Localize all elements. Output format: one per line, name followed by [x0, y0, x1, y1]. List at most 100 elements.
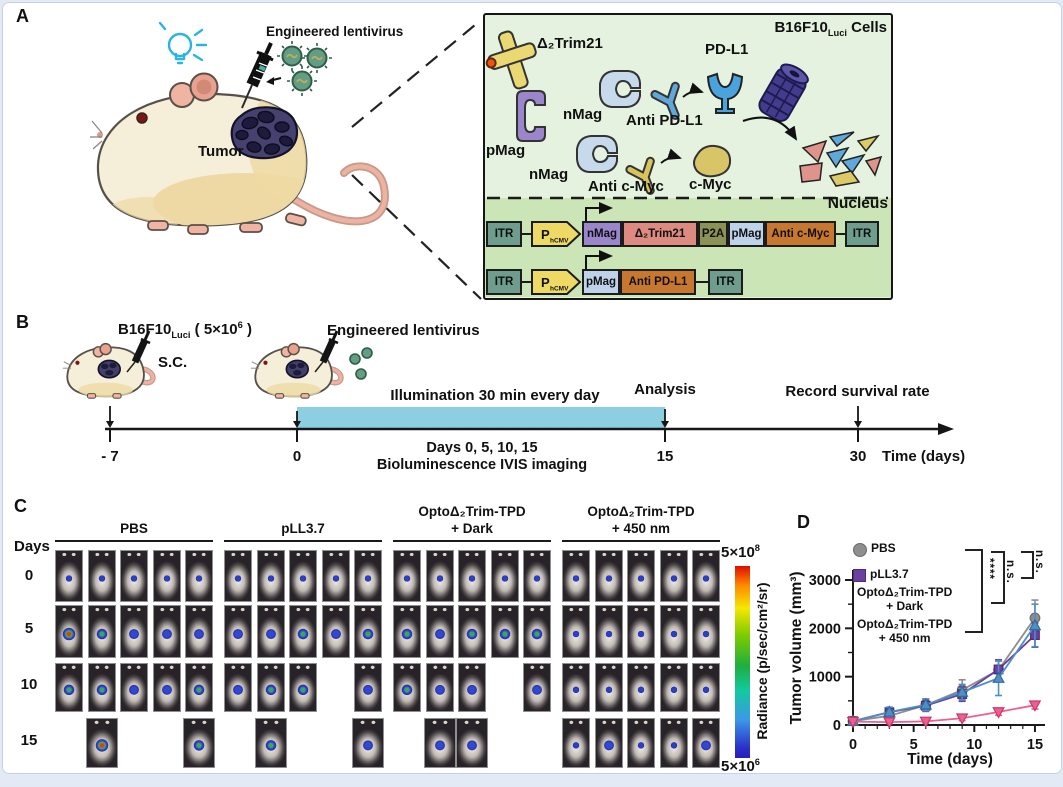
construct-box: Anti c-Myc	[765, 221, 836, 247]
x-tick-label: 15	[1027, 737, 1043, 753]
legend-item: OptoΔ₂Trim-TPD + 450 nm	[853, 617, 953, 646]
tick-label-15: 15	[656, 448, 674, 465]
construct-link	[522, 233, 531, 235]
tick-label-30: 30	[849, 448, 867, 465]
panel-b-label: B	[16, 312, 29, 332]
degraded-fragments-icons	[799, 131, 883, 187]
nmag-icon-top	[599, 70, 641, 108]
magnify-dash-lines	[351, 19, 482, 300]
significance-bracket-2	[991, 551, 1005, 604]
panel-a-illustration	[90, 19, 482, 300]
chart-axes	[852, 570, 1045, 726]
cell-inset-art	[485, 30, 888, 269]
colorbar-min-exp: 6	[754, 757, 760, 767]
y-tick-label: 3000	[809, 573, 841, 589]
b-cell-line-sub: Luci	[171, 330, 191, 340]
mouse-illustration	[90, 72, 389, 235]
analysis-label: Analysis	[634, 381, 696, 398]
reaction-arrows	[660, 82, 798, 164]
imaging-note-line2: Bioluminescence IVIS imaging	[376, 456, 588, 473]
panel-c-label: C	[14, 496, 27, 516]
days-label: Days	[14, 538, 50, 555]
marker-triangle-down	[919, 716, 933, 729]
b-axis-label: Time (days)	[882, 448, 966, 465]
nmag-icon-bottom	[576, 135, 618, 173]
cmyc-label: c-Myc	[689, 176, 732, 193]
b-dose-open: ( 5×10	[190, 321, 238, 338]
chart-ylabel: Tumor volume (mm³)	[788, 571, 806, 725]
tick-label-minus7: - 7	[101, 448, 119, 465]
marker-triangle-up	[883, 705, 896, 717]
construct-box: Anti PD-L1	[620, 269, 696, 295]
construct-box: ITR	[845, 221, 879, 247]
marker-triangle-up	[955, 685, 969, 697]
cmyc-icon	[693, 144, 732, 178]
series-triangle-down	[846, 700, 1042, 729]
nmag-bottom-label: nMag	[529, 166, 569, 183]
legend-label-line1: OptoΔ₂Trim-TPD	[857, 585, 953, 599]
pdl1-receptor-icon	[706, 72, 744, 114]
construct-link	[696, 281, 708, 283]
chart-xlabel: Time (days)	[907, 751, 993, 768]
significance-label-1: ****	[983, 558, 995, 580]
pdl1-label: PD-L1	[705, 41, 749, 58]
marker-triangle-down	[1028, 700, 1042, 712]
event-arrows	[106, 406, 862, 428]
construct-box: ITR	[708, 269, 743, 295]
trim21-label: Δ₂Trim21	[537, 35, 603, 52]
b-cell-line-base: B16F10	[118, 321, 172, 338]
legend-label-line1: OptoΔ₂Trim-TPD	[857, 617, 953, 631]
construct-link	[836, 233, 845, 235]
legend-item: PBS	[853, 541, 896, 557]
legend-label: OptoΔ₂Trim-TPD + Dark	[857, 585, 953, 614]
syringe-icon	[241, 42, 274, 109]
anti-cmyc-label: Anti c-Myc	[588, 178, 664, 195]
proteasome-icon	[758, 63, 809, 123]
marker-triangle-up	[919, 697, 933, 710]
legend-label: OptoΔ₂Trim-TPD + 450 nm	[857, 617, 953, 646]
svg-text:hCMV: hCMV	[550, 238, 569, 245]
panel-d-label: D	[797, 512, 810, 532]
timeline-ticks	[109, 429, 859, 442]
tumor-volume-chart: 0 1000 2000 3000 0 5 10 15 PBS pLL3.7 OptoΔ₂Trim-…	[795, 498, 1063, 787]
record-survival-label: Record survival rate	[785, 383, 930, 400]
cell-line-suffix: Cells	[846, 19, 887, 36]
marker-triangle-down	[955, 713, 969, 725]
b-lentivirus-label: Engineered lentivirus	[327, 322, 480, 339]
anti-cmyc-antibody-icon	[625, 156, 655, 195]
panel-b-timeline-art	[30, 330, 954, 442]
imaging-note: Days 0, 5, 10, 15 Bioluminescence IVIS i…	[352, 440, 612, 473]
construct-box: ITR	[486, 221, 522, 247]
light-bulb-icon	[158, 21, 208, 65]
syringe-icon-1	[126, 330, 151, 373]
significance-bracket-3	[1021, 551, 1034, 579]
colorbar-min-label: 5×106	[721, 757, 760, 775]
legend-label-line2: + Dark	[886, 598, 924, 613]
legend-marker-circle	[853, 543, 867, 557]
cell-line-sub: Luci	[827, 28, 847, 38]
y-tick-label: 1000	[809, 670, 841, 686]
b-dose-exp: 6	[237, 320, 243, 330]
marker-triangle-down	[846, 716, 860, 729]
nucleus-label: Nucleus	[827, 195, 888, 212]
sc-label: S.C.	[158, 354, 188, 371]
construct-link	[522, 281, 531, 283]
significance-label-2: n.s.	[1004, 560, 1016, 584]
construct-box: Δ₂Trim21	[622, 221, 698, 247]
legend-item: pLL3.7	[853, 567, 909, 582]
colorbar-max-label: 5×108	[721, 543, 760, 561]
b-cell-line-label: B16F10Luci ( 5×106 )	[118, 320, 252, 341]
significance-label-3: n.s.	[1033, 550, 1045, 574]
marker-triangle-down	[883, 717, 896, 729]
illumination-label: Illumination 30 min every day	[390, 387, 600, 404]
colorbar-max-exp: 8	[754, 543, 760, 553]
syringe-icon-2	[314, 330, 339, 373]
svg-text:hCMV: hCMV	[550, 286, 569, 293]
cell-line-base: B16F10	[774, 19, 828, 36]
svg-text:P: P	[541, 275, 550, 290]
construct-box: nMag	[582, 221, 622, 247]
radiance-colorbar	[735, 566, 750, 758]
